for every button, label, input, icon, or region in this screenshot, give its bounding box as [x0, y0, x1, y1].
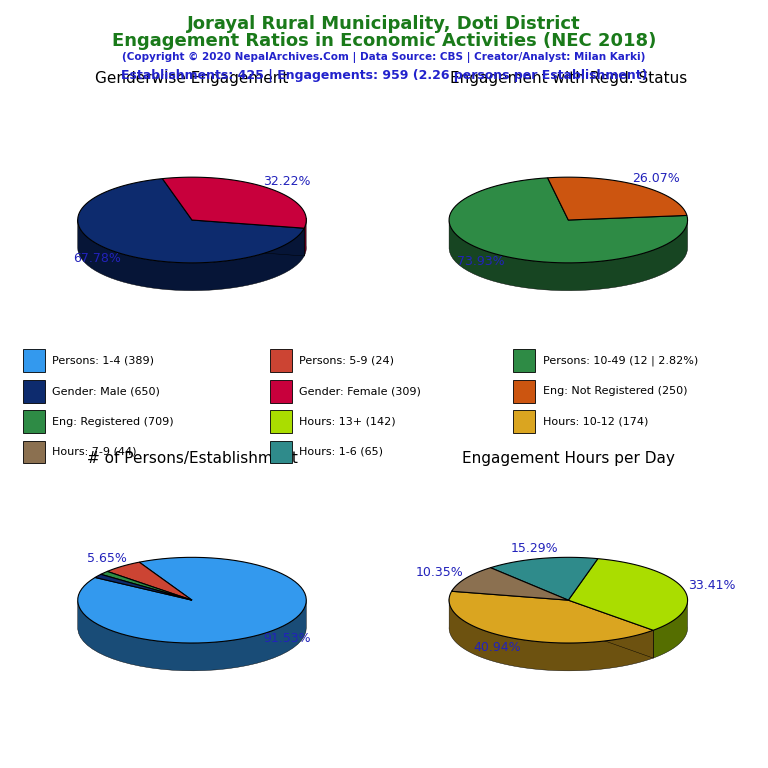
FancyBboxPatch shape — [270, 349, 292, 372]
Polygon shape — [449, 591, 654, 643]
Text: Persons: 10-49 (12 | 2.82%): Persons: 10-49 (12 | 2.82%) — [542, 356, 698, 366]
Polygon shape — [654, 598, 687, 658]
Text: Eng: Not Registered (250): Eng: Not Registered (250) — [542, 386, 687, 396]
Polygon shape — [192, 220, 304, 256]
Text: Gender: Female (309): Gender: Female (309) — [300, 386, 421, 396]
Text: 40.94%: 40.94% — [474, 641, 521, 654]
Text: Jorayal Rural Municipality, Doti District: Jorayal Rural Municipality, Doti Distric… — [187, 15, 581, 33]
Polygon shape — [78, 600, 306, 670]
Title: Engagement with Regd. Status: Engagement with Regd. Status — [450, 71, 687, 86]
FancyBboxPatch shape — [270, 441, 292, 463]
Polygon shape — [192, 220, 304, 256]
Text: 10.35%: 10.35% — [416, 566, 464, 579]
Text: Eng: Registered (709): Eng: Registered (709) — [52, 416, 174, 426]
FancyBboxPatch shape — [23, 441, 45, 463]
Text: Establishments: 425 | Engagements: 959 (2.26 persons per Establishment): Establishments: 425 | Engagements: 959 (… — [121, 69, 647, 82]
Text: (Copyright © 2020 NepalArchives.Com | Data Source: CBS | Creator/Analyst: Milan : (Copyright © 2020 NepalArchives.Com | Da… — [122, 51, 646, 62]
Polygon shape — [78, 220, 304, 290]
Text: Engagement Ratios in Economic Activities (NEC 2018): Engagement Ratios in Economic Activities… — [112, 32, 656, 50]
FancyBboxPatch shape — [23, 349, 45, 372]
Polygon shape — [449, 178, 687, 263]
Text: Gender: Male (650): Gender: Male (650) — [52, 386, 160, 396]
Polygon shape — [452, 568, 568, 600]
Polygon shape — [108, 562, 192, 600]
Title: Genderwise Engagement: Genderwise Engagement — [95, 71, 289, 86]
Text: Hours: 10-12 (174): Hours: 10-12 (174) — [542, 416, 648, 426]
Text: 67.78%: 67.78% — [73, 252, 121, 265]
Polygon shape — [568, 600, 654, 658]
FancyBboxPatch shape — [23, 410, 45, 433]
Polygon shape — [101, 571, 192, 600]
Polygon shape — [449, 219, 687, 290]
Polygon shape — [491, 558, 598, 600]
Title: # of Persons/Establishment: # of Persons/Establishment — [87, 451, 297, 466]
Polygon shape — [568, 600, 654, 658]
Text: 73.93%: 73.93% — [457, 255, 505, 268]
Text: Persons: 1-4 (389): Persons: 1-4 (389) — [52, 356, 154, 366]
Polygon shape — [449, 599, 654, 670]
Text: Persons: 5-9 (24): Persons: 5-9 (24) — [300, 356, 394, 366]
Text: 5.65%: 5.65% — [87, 552, 127, 565]
FancyBboxPatch shape — [23, 379, 45, 402]
Text: 33.41%: 33.41% — [688, 579, 736, 592]
Text: 15.29%: 15.29% — [511, 541, 558, 554]
Title: Engagement Hours per Day: Engagement Hours per Day — [462, 451, 675, 466]
FancyBboxPatch shape — [513, 379, 535, 402]
Text: 91.53%: 91.53% — [263, 632, 310, 645]
Text: Hours: 1-6 (65): Hours: 1-6 (65) — [300, 447, 383, 457]
Polygon shape — [304, 218, 306, 256]
Polygon shape — [548, 177, 687, 220]
FancyBboxPatch shape — [270, 410, 292, 433]
Polygon shape — [162, 177, 306, 228]
FancyBboxPatch shape — [270, 379, 292, 402]
Text: 32.22%: 32.22% — [263, 175, 311, 188]
FancyBboxPatch shape — [513, 410, 535, 433]
Polygon shape — [568, 558, 687, 631]
Polygon shape — [78, 179, 304, 263]
Polygon shape — [78, 558, 306, 643]
Text: Hours: 7-9 (44): Hours: 7-9 (44) — [52, 447, 137, 457]
FancyBboxPatch shape — [513, 349, 535, 372]
Text: Hours: 13+ (142): Hours: 13+ (142) — [300, 416, 396, 426]
Polygon shape — [95, 574, 192, 600]
Text: 26.07%: 26.07% — [632, 172, 680, 185]
